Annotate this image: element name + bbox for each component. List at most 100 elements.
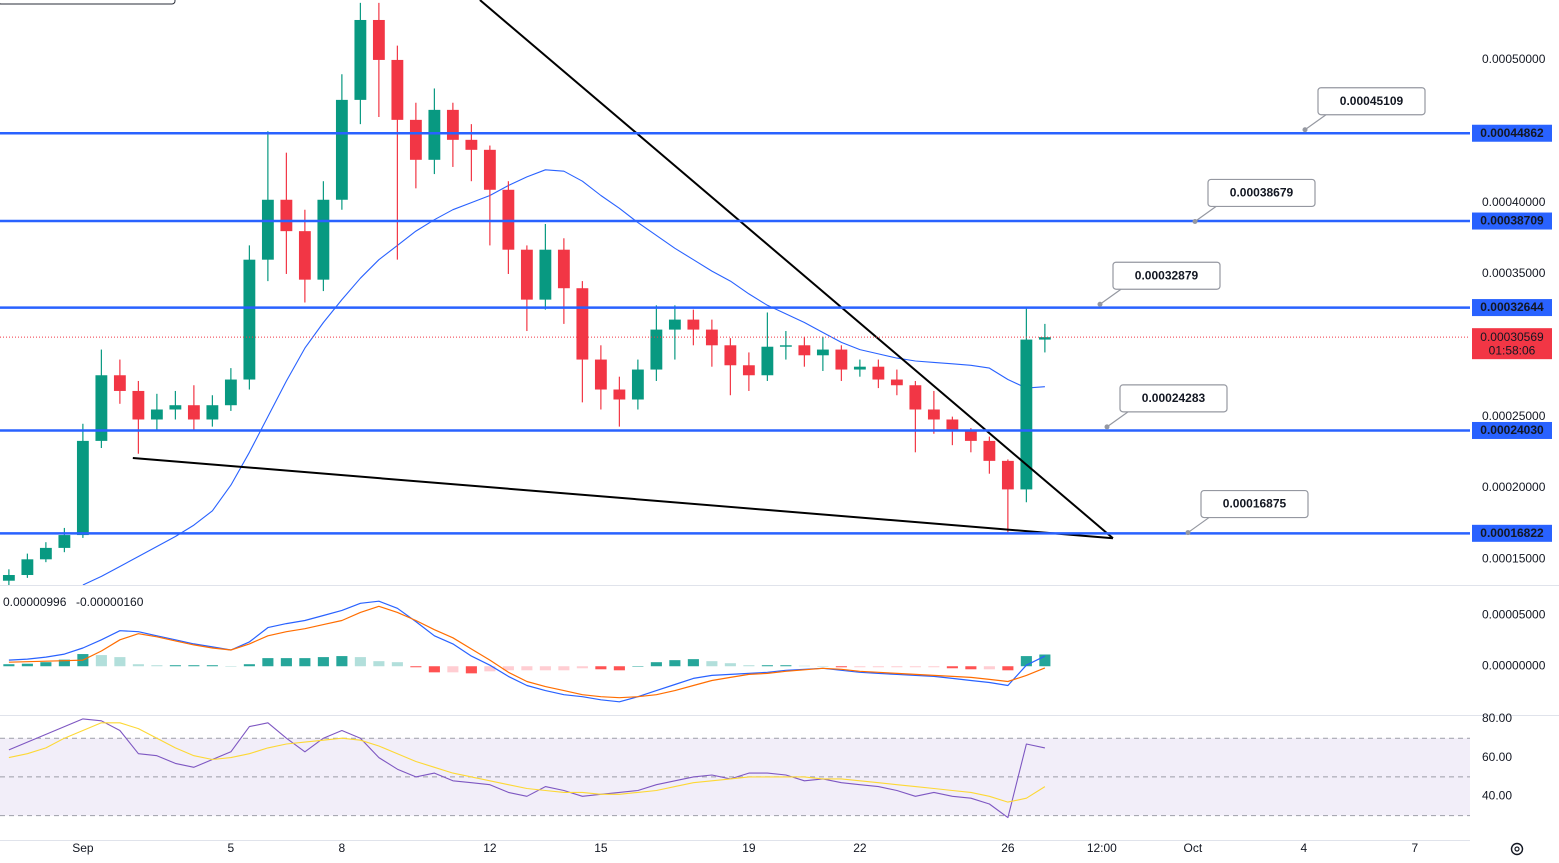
y-tick-label: 0.00000000 — [1482, 658, 1546, 672]
histogram-bar — [114, 657, 126, 667]
candle-body — [391, 59, 404, 120]
candle-body — [853, 366, 866, 370]
candle-body — [539, 249, 552, 300]
callout-label: 0.00038679 — [1230, 186, 1294, 200]
candle-body — [613, 389, 626, 400]
histogram-bar — [502, 666, 514, 671]
x-tick-label: Oct — [1184, 841, 1203, 855]
candle-body — [150, 409, 163, 420]
histogram-bar — [576, 666, 588, 669]
candle-body — [909, 385, 922, 410]
candle-body — [243, 259, 256, 380]
callout-anchor — [1104, 424, 1110, 430]
x-tick-label: 12:00 — [1087, 841, 1117, 855]
macd-pane — [3, 600, 1051, 703]
histogram-bar — [317, 657, 329, 667]
callout-pointer — [1187, 517, 1210, 534]
callout-box — [1112, 261, 1221, 290]
callout-anchor — [1192, 218, 1198, 224]
countdown-label: 01:58:06 — [1489, 343, 1536, 357]
candle-body — [169, 405, 182, 410]
histogram-bar — [539, 666, 551, 671]
histogram-bar — [761, 665, 773, 667]
y-tick-label: 60.00 — [1482, 750, 1512, 764]
candle-body — [872, 366, 885, 380]
candle-body — [668, 319, 681, 330]
trend-line — [132, 457, 1114, 540]
callout-anchor — [1097, 301, 1103, 307]
histogram-bar — [151, 665, 163, 667]
histogram-bar — [465, 666, 477, 674]
histogram-bar — [854, 666, 866, 668]
candle-body — [187, 405, 200, 420]
settings-icon-center[interactable] — [1514, 846, 1520, 852]
last-price-label: 0.00030569 — [1480, 330, 1544, 344]
histogram-bar — [687, 659, 699, 667]
level-label: 0.00024030 — [1480, 423, 1544, 437]
candle-body — [816, 349, 829, 356]
candle-body — [206, 405, 219, 420]
candle-body — [298, 231, 311, 280]
level-label-box — [1472, 524, 1552, 542]
candle-body — [1001, 460, 1014, 490]
histogram-bar — [743, 665, 755, 667]
level-label: 0.00044862 — [1480, 126, 1544, 140]
settings-icon[interactable] — [1510, 842, 1524, 856]
candle-body — [798, 345, 811, 356]
candle-body — [1020, 339, 1033, 490]
candle-body — [95, 375, 108, 441]
candle-body — [372, 19, 385, 60]
level-label-box — [1472, 299, 1552, 317]
histogram-bar — [965, 666, 977, 670]
rsi-line — [8, 718, 1046, 819]
histogram-bar — [1002, 666, 1014, 671]
histogram-bar — [280, 658, 292, 667]
y-tick-label: 0.00005000 — [1482, 608, 1546, 622]
histogram-bar — [632, 666, 644, 667]
y-tick-label: 80.00 — [1482, 711, 1512, 725]
histogram-bar — [262, 658, 274, 667]
x-tick-label: 22 — [853, 841, 867, 855]
candle-body — [724, 345, 737, 366]
callout-pointer — [1304, 114, 1327, 131]
indicator-reading: -0.00000160 — [76, 595, 144, 609]
moving-average — [82, 169, 1045, 585]
histogram-bar — [872, 666, 884, 668]
histogram-bar — [669, 660, 681, 667]
candle-body — [964, 430, 977, 441]
trend-line — [479, 0, 1114, 539]
histogram-bar — [724, 663, 736, 667]
y-tick-label: 0.00020000 — [1482, 480, 1546, 494]
rsi-line — [8, 722, 1046, 803]
candle-body — [557, 249, 570, 289]
y-tick-label: 0.00015000 — [1482, 551, 1546, 565]
candle-body — [354, 19, 367, 100]
callout-label: 0.00016875 — [1223, 497, 1287, 511]
histogram-bar — [891, 666, 903, 668]
histogram-bar — [780, 665, 792, 667]
callout-label: 0.00032879 — [1135, 268, 1199, 282]
candle-body — [946, 419, 959, 431]
settings-button[interactable] — [1510, 842, 1524, 856]
candle-body — [983, 440, 996, 461]
histogram-bar — [21, 663, 33, 667]
candle-body — [890, 379, 903, 386]
x-tick-label: 7 — [1412, 841, 1419, 855]
histogram-bar — [58, 659, 70, 667]
x-tick-label: 12 — [483, 841, 497, 855]
level-label: 0.00038709 — [1480, 214, 1544, 228]
x-tick-label: Sep — [72, 841, 94, 855]
callout-pointer — [1099, 288, 1122, 305]
histogram-bar — [410, 666, 422, 668]
histogram-bar — [206, 665, 218, 667]
histogram-bar — [299, 658, 311, 667]
histogram-bar — [928, 666, 940, 668]
level-label: 0.00032644 — [1480, 300, 1544, 314]
level-label-box — [1472, 124, 1552, 142]
histogram-bar — [484, 666, 496, 672]
histogram-bar — [169, 665, 181, 667]
histogram-bar — [595, 666, 607, 670]
candle-body — [761, 346, 774, 376]
candle-body — [502, 189, 515, 250]
